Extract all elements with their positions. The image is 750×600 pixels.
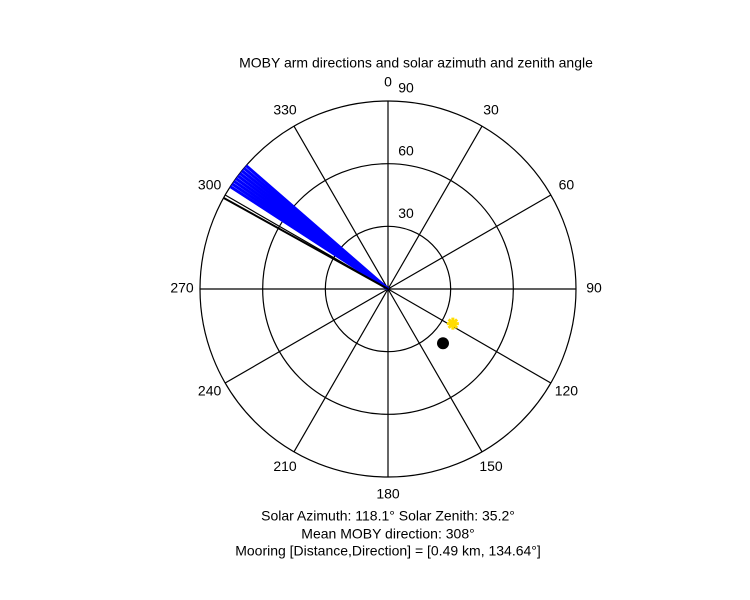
theta-tick-label: 90 [586, 280, 602, 296]
theta-tick-label: 0 [384, 74, 392, 90]
r-tick-label: 90 [398, 80, 414, 96]
spoke [387, 288, 552, 384]
arm-direction [245, 164, 389, 291]
spoke [293, 288, 389, 453]
spoke [224, 288, 389, 384]
reference-line [223, 196, 389, 290]
r-tick-label: 60 [398, 142, 414, 158]
theta-tick-label: 150 [479, 458, 503, 474]
footer-line: Solar Azimuth: 118.1° Solar Zenith: 35.2… [261, 508, 515, 524]
theta-tick-label: 60 [559, 177, 575, 193]
theta-tick-label: 180 [376, 486, 400, 502]
mooring-point [436, 337, 449, 350]
r-tick-label: 30 [398, 205, 414, 221]
theta-tick-label: 240 [198, 383, 222, 399]
theta-tick-label: 330 [273, 101, 297, 117]
r-grid-circle [199, 100, 577, 478]
theta-tick-label: 270 [170, 280, 194, 296]
theta-tick-label: 30 [483, 101, 499, 117]
theta-tick-label: 120 [555, 383, 579, 399]
r-grid-circle [262, 163, 514, 415]
spoke [387, 125, 483, 290]
footer-line: Mean MOBY direction: 308° [301, 526, 474, 542]
sun-ray [447, 318, 459, 329]
footer-line: Mooring [Distance,Direction] = [0.49 km,… [235, 543, 541, 559]
spoke [293, 125, 389, 290]
theta-tick-label: 300 [198, 177, 222, 193]
theta-tick-label: 210 [273, 458, 297, 474]
r-grid-circle [324, 225, 452, 353]
spoke [387, 288, 483, 453]
chart-title: MOBY arm directions and solar azimuth an… [239, 55, 593, 71]
sun-point [446, 317, 459, 330]
spoke [387, 194, 552, 290]
